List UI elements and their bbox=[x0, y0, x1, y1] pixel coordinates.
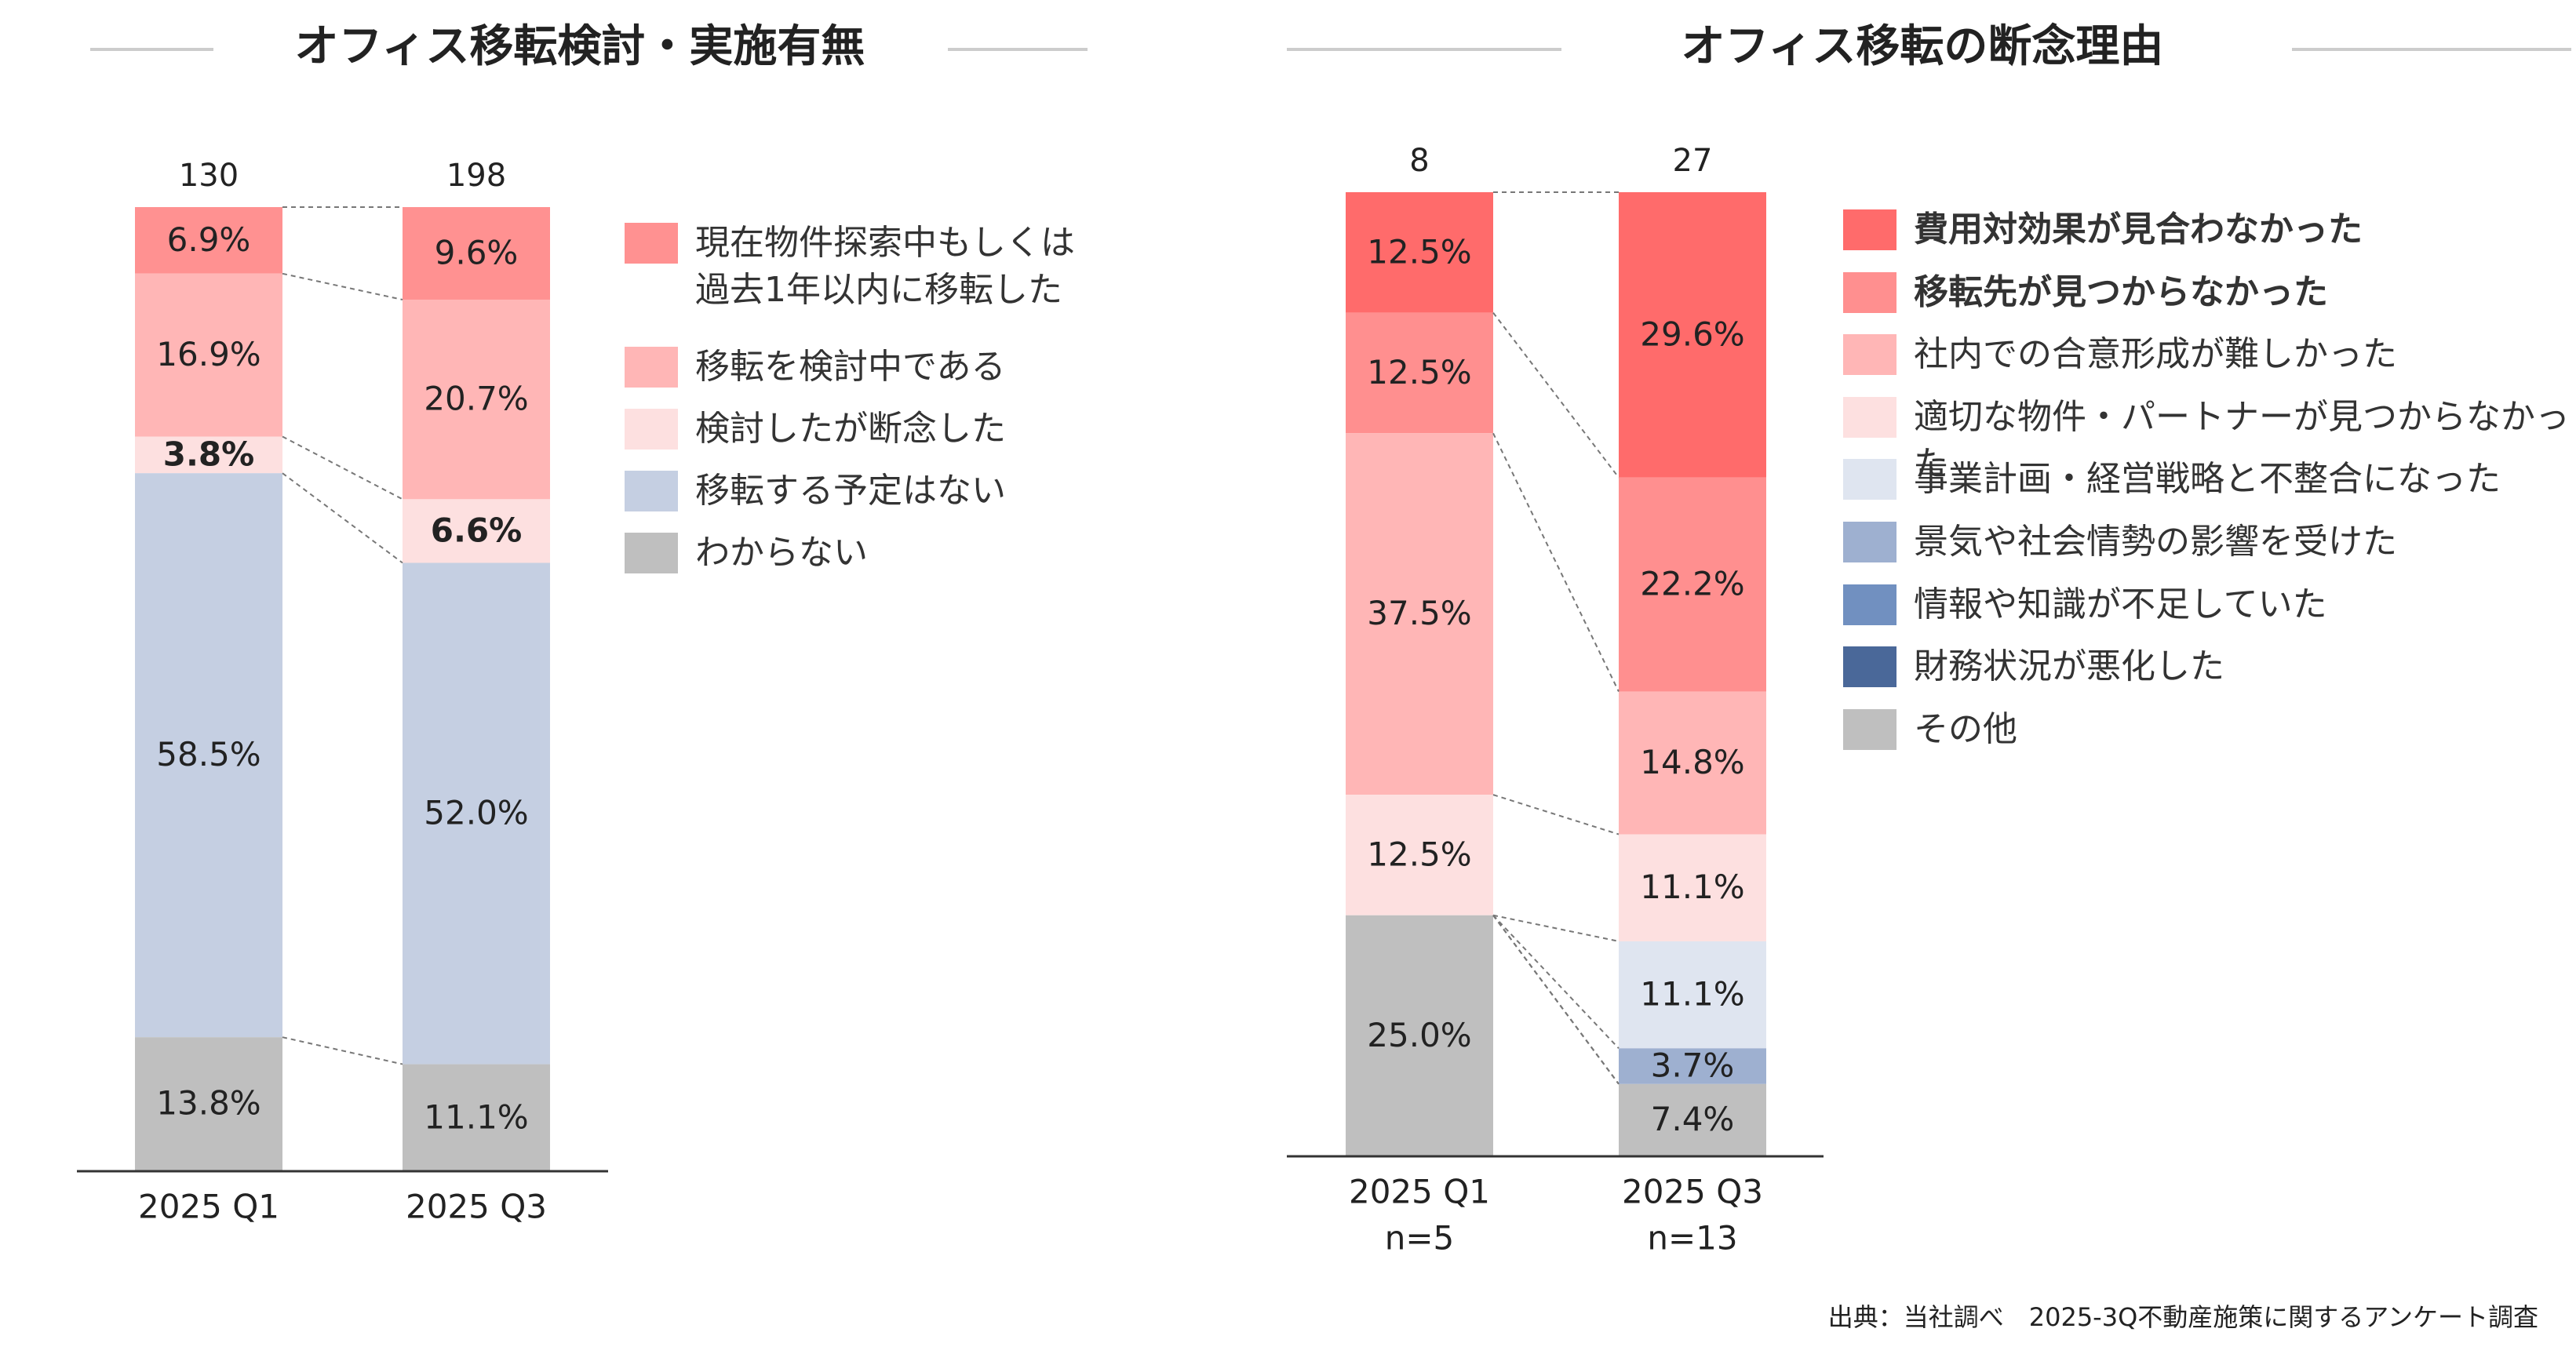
value-label: 12.5% bbox=[1367, 353, 1471, 391]
legend-label: その他 bbox=[1914, 708, 2017, 749]
x-tick-label: 2025 Q3 bbox=[1622, 1173, 1763, 1211]
bar-segment bbox=[1346, 915, 1493, 1156]
value-label: 3.7% bbox=[1651, 1046, 1735, 1085]
connector bbox=[1492, 915, 1620, 1085]
legend-swatch bbox=[625, 347, 678, 388]
value-label: 29.6% bbox=[1640, 315, 1744, 353]
legend-label: 移転する予定はない bbox=[695, 471, 1006, 511]
chart-title: オフィス移転の断念理由 bbox=[1682, 21, 2164, 72]
value-label: 52.0% bbox=[424, 794, 528, 832]
legend-swatch bbox=[625, 533, 678, 573]
connector bbox=[282, 472, 403, 564]
value-label: 12.5% bbox=[1367, 835, 1471, 873]
legend-label: 移転を検討中である bbox=[695, 347, 1006, 387]
legend-swatch bbox=[1843, 209, 1896, 250]
bar-segment bbox=[135, 436, 282, 474]
legend-swatch bbox=[1843, 584, 1896, 625]
x-tick-label: 2025 Q1 bbox=[1349, 1173, 1490, 1211]
chart-title: オフィス移転検討・実施有無 bbox=[295, 21, 865, 72]
bar-segment bbox=[1619, 1048, 1766, 1084]
bar-segment bbox=[1346, 433, 1493, 795]
value-label: 3.8% bbox=[163, 435, 254, 473]
connector bbox=[282, 435, 403, 500]
legend-label: 検討したが断念した bbox=[695, 409, 1006, 449]
value-label: 9.6% bbox=[435, 233, 519, 271]
bar-segment bbox=[1619, 941, 1766, 1049]
legend-label: 移転先が見つからなかった bbox=[1914, 271, 2328, 312]
legend-swatch bbox=[625, 409, 678, 450]
value-label: 22.2% bbox=[1640, 565, 1744, 603]
value-label: 12.5% bbox=[1367, 232, 1471, 271]
bar-segment bbox=[1346, 312, 1493, 434]
value-label: 6.6% bbox=[431, 511, 522, 549]
bar-segment bbox=[403, 207, 550, 300]
bar-segment bbox=[1619, 192, 1766, 478]
legend-swatch bbox=[1843, 459, 1896, 500]
legend-label: 財務状況が悪化した bbox=[1914, 646, 2224, 687]
connector bbox=[1492, 915, 1620, 1050]
legend-label: わからない bbox=[695, 533, 868, 573]
legend-label: 景気や社会情勢の影響を受けた bbox=[1914, 522, 2397, 562]
legend-swatch bbox=[625, 471, 678, 511]
value-label: 11.1% bbox=[1640, 975, 1744, 1014]
bar-segment bbox=[1619, 834, 1766, 941]
legend-swatch bbox=[1843, 396, 1896, 438]
connector bbox=[282, 272, 403, 300]
value-label: 37.5% bbox=[1367, 594, 1471, 632]
x-tick-label: 2025 Q1 bbox=[138, 1188, 279, 1226]
source-note: 出典：当社調べ 2025-3Q不動産施策に関するアンケート調査 bbox=[1828, 1302, 2538, 1332]
connector bbox=[1492, 794, 1620, 835]
legend-swatch bbox=[1843, 522, 1896, 562]
bar-segment bbox=[1346, 192, 1493, 313]
connector bbox=[282, 1036, 403, 1065]
bar-segment bbox=[135, 1037, 282, 1170]
legend-swatch bbox=[1843, 646, 1896, 688]
legend-label: 社内での合意形成が難しかった bbox=[1914, 334, 2397, 375]
bar-segment bbox=[1346, 795, 1493, 915]
value-label: 14.8% bbox=[1640, 743, 1744, 781]
value-label: 7.4% bbox=[1651, 1100, 1735, 1138]
legend-label: 事業計画・経営戦略と不整合になった bbox=[1914, 459, 2501, 500]
legend-swatch bbox=[1843, 271, 1896, 313]
bar-segment bbox=[135, 473, 282, 1038]
value-label: 6.9% bbox=[167, 220, 251, 259]
legend-label: 現在物件探索中もしくは 過去1年以内に移転した bbox=[695, 223, 1075, 310]
bar-segment bbox=[403, 1064, 550, 1171]
legend-label: 適切な物件・パートナーが見つからなかった bbox=[1914, 396, 2570, 484]
value-label: 58.5% bbox=[156, 735, 261, 773]
bar-segment bbox=[1619, 1083, 1766, 1156]
category-note: n=13 bbox=[1647, 1219, 1737, 1258]
legend-label: 情報や知識が不足していた bbox=[1914, 584, 2327, 624]
bar-segment bbox=[135, 207, 282, 274]
value-label: 13.8% bbox=[156, 1083, 261, 1122]
connector bbox=[1492, 312, 1620, 479]
bar-segment bbox=[403, 499, 550, 563]
bar-segment bbox=[403, 299, 550, 500]
value-label: 25.0% bbox=[1367, 1016, 1471, 1054]
total-label: 130 bbox=[179, 158, 239, 194]
legend-swatch bbox=[1843, 708, 1896, 750]
bar-segment bbox=[1619, 477, 1766, 692]
bar-segment bbox=[135, 273, 282, 437]
bar-segment bbox=[403, 562, 550, 1065]
total-label: 27 bbox=[1673, 143, 1713, 179]
connector bbox=[1492, 914, 1620, 942]
x-tick-label: 2025 Q3 bbox=[406, 1188, 547, 1226]
total-label: 8 bbox=[1409, 143, 1429, 179]
legend-label: 費用対効果が見合わなかった bbox=[1914, 209, 2363, 249]
category-note: n=5 bbox=[1385, 1219, 1455, 1258]
connector bbox=[1492, 432, 1620, 693]
legend-swatch bbox=[1843, 334, 1896, 376]
legend-swatch bbox=[625, 223, 678, 264]
total-label: 198 bbox=[446, 158, 506, 194]
value-label: 11.1% bbox=[424, 1097, 528, 1136]
value-label: 16.9% bbox=[156, 335, 261, 373]
value-label: 11.1% bbox=[1640, 868, 1744, 906]
bar-segment bbox=[1619, 691, 1766, 835]
value-label: 20.7% bbox=[424, 380, 528, 418]
